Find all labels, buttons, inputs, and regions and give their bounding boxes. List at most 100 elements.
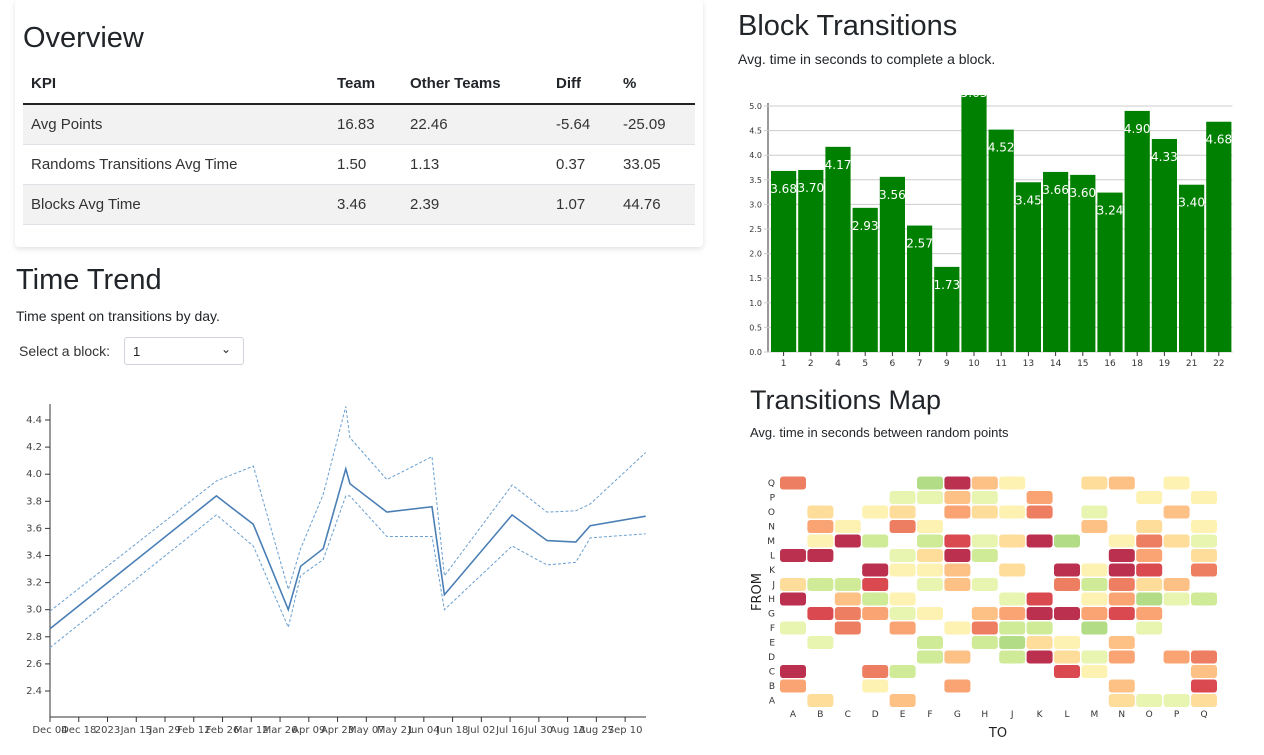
heatmap-cell-B-A xyxy=(780,679,806,693)
x-tick-label: Jul 30 xyxy=(524,725,553,736)
x-tick-label: 21 xyxy=(1186,359,1197,369)
heatmap-cell-N-C xyxy=(834,520,861,533)
heatmap-cell-O-P xyxy=(1163,505,1190,519)
bar-value-label: 4.33 xyxy=(1151,150,1178,164)
heatmap-cell-D-L xyxy=(1054,650,1080,664)
heatmap-cell-G-K xyxy=(1026,607,1053,620)
heatmap-cell-K-N xyxy=(1108,563,1135,577)
bar-value-label: 3.60 xyxy=(1069,186,1096,200)
heatmap-cell-N-Q xyxy=(1191,520,1217,533)
y-tick-label: 3.2 xyxy=(26,578,42,589)
heatmap-cell-A-B xyxy=(807,694,834,707)
bar-value-label: 5.63 xyxy=(961,95,988,100)
heatmap-cell-J-H xyxy=(971,578,998,591)
heatmap-cell-J-C xyxy=(834,578,861,591)
col-label: O xyxy=(1146,710,1153,720)
heatmap-cell-J-N xyxy=(1108,578,1135,591)
bar-22 xyxy=(1206,121,1232,352)
time-trend-title: Time Trend xyxy=(16,264,162,296)
heatmap-cell-C-L xyxy=(1054,665,1080,678)
y-tick-label: 5.0 xyxy=(749,102,762,111)
heatmap-cell-O-J xyxy=(999,505,1026,519)
x-tick-label: Mar 12 xyxy=(234,725,269,736)
heatmap-cell-G-O xyxy=(1136,607,1163,620)
heatmap-cell-Q-A xyxy=(780,476,806,490)
bar-value-label: 3.45 xyxy=(1015,193,1042,207)
heatmap-cell-J-B xyxy=(807,578,834,591)
heatmap-cell-K-E xyxy=(889,563,916,577)
heatmap-cell-C-Q xyxy=(1191,665,1217,678)
x-tick-label: 6 xyxy=(890,359,896,369)
heatmap-cell-H-Q xyxy=(1191,592,1217,606)
table-row: Randoms Transitions Avg Time 1.50 1.13 0.37… xyxy=(23,144,695,185)
row-label: F xyxy=(770,624,775,634)
table-cell: 44.76 xyxy=(615,184,695,225)
heatmap-cell-H-K xyxy=(1026,592,1053,606)
x-tick-label: 7 xyxy=(917,359,923,369)
y-tick-label: 2.5 xyxy=(749,225,762,234)
table-row: Blocks Avg Time 3.46 2.39 1.07 44.76 xyxy=(23,184,695,225)
y-tick-label: 3.5 xyxy=(749,176,762,185)
heatmap-cell-F-C xyxy=(834,621,861,635)
heatmap-cell-N-E xyxy=(889,520,916,533)
heatmap-cell-N-O xyxy=(1136,520,1163,533)
table-cell: -25.09 xyxy=(615,104,695,145)
heatmap-cell-K-Q xyxy=(1191,563,1217,577)
heatmap-cell-F-E xyxy=(889,621,916,635)
heatmap-cell-G-L xyxy=(1054,607,1080,620)
heatmap-cell-E-K xyxy=(1026,636,1053,649)
heatmap-cell-M-D xyxy=(862,534,889,548)
heatmap-cell-K-D xyxy=(862,563,889,577)
bar-value-label: 4.52 xyxy=(988,141,1015,155)
heatmap-cell-B-G xyxy=(944,679,971,693)
heatmap-cell-G-E xyxy=(889,607,916,620)
transitions-map-subtitle: Avg. time in seconds between random poin… xyxy=(750,425,1009,440)
heatmap-cell-Q-F xyxy=(917,476,943,490)
heatmap-cell-O-H xyxy=(971,505,998,519)
heatmap-cell-D-Q xyxy=(1191,650,1217,664)
heatmap-cell-D-G xyxy=(944,650,971,664)
heatmap-cell-H-N xyxy=(1108,592,1135,606)
heatmap-cell-O-G xyxy=(944,505,971,519)
bar-21 xyxy=(1179,184,1205,352)
heatmap-cell-D-M xyxy=(1081,650,1108,664)
heatmap-cell-F-O xyxy=(1136,621,1163,635)
x-tick-label: 2 xyxy=(808,359,814,369)
y-tick-label: 3.8 xyxy=(26,496,42,507)
col-label: E xyxy=(900,710,906,720)
x-tick-label: Apr 09 xyxy=(292,725,325,736)
col-label: J xyxy=(1010,710,1014,720)
bar-2 xyxy=(798,169,824,352)
x-tick-label: 15 xyxy=(1077,359,1088,369)
x-tick-label: May 21 xyxy=(377,725,414,736)
table-cell: 1.13 xyxy=(402,144,548,185)
x-tick-label: Dec 04 xyxy=(32,725,67,736)
block-select[interactable]: 1 ⌄ xyxy=(124,337,244,365)
bar-value-label: 4.90 xyxy=(1124,122,1151,136)
x-tick-label: Jul 02 xyxy=(466,725,495,736)
heatmap-cell-L-Q xyxy=(1191,549,1217,562)
heatmap-cell-J-D xyxy=(862,578,889,591)
heatmap-cell-K-M xyxy=(1081,563,1108,577)
heatmap-cell-F-J xyxy=(999,621,1026,635)
heatmap-cell-G-B xyxy=(807,607,834,620)
heatmap-cell-J-M xyxy=(1081,578,1108,591)
heatmap-cell-K-L xyxy=(1054,563,1080,577)
heatmap-cell-M-O xyxy=(1136,534,1163,548)
heatmap-cell-E-L xyxy=(1054,636,1080,649)
heatmap-cell-N-B xyxy=(807,520,834,533)
heatmap-cell-B-N xyxy=(1108,679,1135,693)
heatmap-cell-F-G xyxy=(944,621,971,635)
table-cell: Avg Points xyxy=(23,104,329,145)
x-tick-label: 4 xyxy=(835,359,841,369)
table-cell: 2.39 xyxy=(402,184,548,225)
row-label: G xyxy=(768,610,775,620)
col-diff: Diff xyxy=(548,64,615,105)
heatmap-cell-E-J xyxy=(999,636,1026,649)
heatmap-cell-P-K xyxy=(1026,491,1053,504)
col-label: L xyxy=(1064,710,1069,720)
series-lower-line xyxy=(49,495,646,648)
heatmap-cell-B-D xyxy=(862,679,889,693)
heatmap-cell-P-O xyxy=(1136,491,1163,504)
